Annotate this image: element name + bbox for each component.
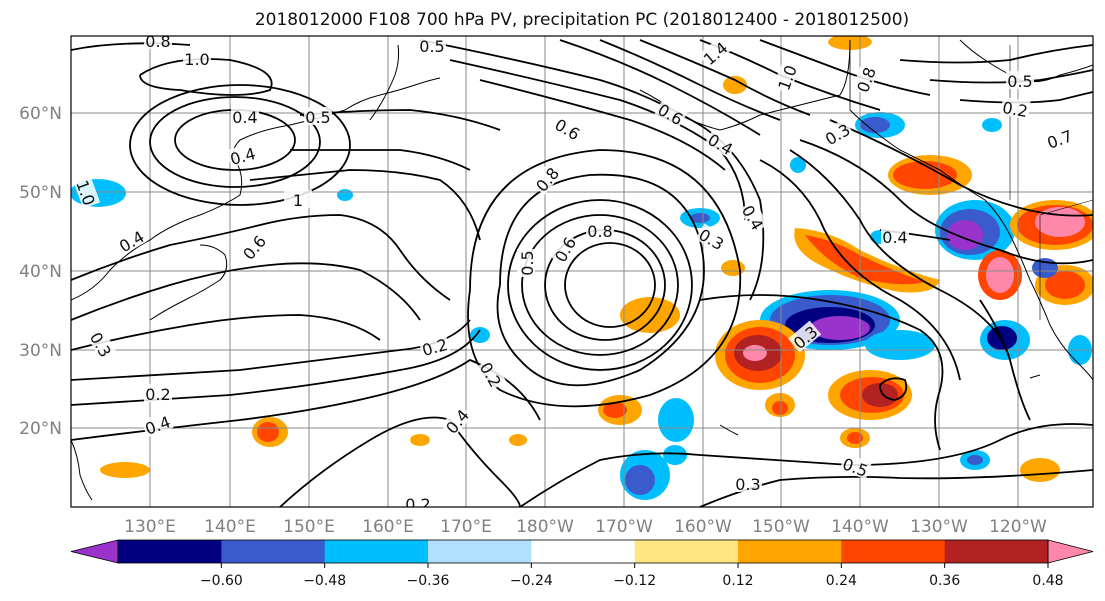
colorbar-tick-label: 0.12 [722,573,753,589]
colorbar-tick-label: 0.36 [929,573,960,589]
contour-label-bg [237,230,270,264]
contour-label-bg [418,36,446,54]
contour-label-bg [530,162,563,196]
colorbar-bin [944,540,1049,563]
contour-label: 0.8 [145,32,170,51]
contour-label-bg [881,227,909,245]
colorbar-bin [118,540,222,563]
contour-label-bg [549,232,580,266]
colorbar-bin [531,540,636,563]
colorbar-bin [221,540,326,563]
contour-label-bg [304,107,332,125]
contour-label-bg [231,107,259,125]
lon-label: 130°W [910,517,968,537]
contour-label-bg [734,474,762,492]
contour-label: 0.4 [232,108,257,127]
lon-label: 180°W [516,517,574,537]
contour-label: 0.5 [1007,72,1032,91]
contour-label-bg [114,225,148,256]
contour-label-bg [772,61,800,94]
contour-label: 0.3 [735,475,760,494]
contour-label-bg [517,249,535,277]
lat-label: 30°N [19,341,62,361]
contour-label-bg [695,223,729,254]
contour-label-bg [839,452,872,480]
colorbar-tick-label: 0.24 [826,573,857,589]
lon-label: 120°W [989,517,1047,537]
colorbar-bin [428,540,532,563]
contour-label-bg [788,320,822,353]
contour-label-bg [704,128,738,159]
lon-label: 140°E [204,517,256,537]
contour-label: 0.2 [1001,98,1029,121]
lat-label: 20°N [19,419,62,439]
lon-label: 150°W [752,517,810,537]
map-panel: 0.81.00.5 1.41.0 0.8 0.50.4 0.5 0.60.40.60.40… [70,32,1094,514]
contour-label-bg [1043,124,1076,152]
contour-label-bg [440,404,473,438]
map-title: 2018012000 F108 700 hPa PV, precipitatio… [255,10,909,30]
graticule [71,36,1093,507]
contour-label-bg [999,96,1031,120]
contour-label-bg [820,118,854,149]
contour-label-bg [551,113,585,144]
contour-label: 0.5 [419,37,444,56]
longitude-labels: 130°E 140°E 150°E 160°E 170°E 180°W 170°… [124,517,1047,537]
colorbar-extend-min [70,539,119,564]
colorbar-tick-label: −0.48 [303,573,346,589]
colorbar-tick-label: −0.12 [613,573,656,589]
colorbar: −0.60 −0.48 −0.36 −0.24 −0.12 0.12 0.24 0.36 0.4… [70,539,1094,589]
lon-label: 160°W [674,517,732,537]
contour-label-bg [144,36,172,49]
colorbar-bin [841,540,946,563]
lat-label: 50°N [19,183,62,203]
colorbar-bin [738,540,842,563]
contour-label: 0.5 [305,108,330,127]
contour-label-bg [654,98,688,129]
map-frame [70,35,1094,508]
contour-label: 0.8 [587,222,612,241]
latitude-labels: 60°N 50°N 40°N 30°N 20°N [19,104,62,439]
contour-label-bg [284,190,312,208]
contour-label-bg [404,494,432,507]
colorbar-tick-label: −0.60 [200,573,243,589]
precipitation-shading [71,36,1093,500]
contour-label-bg [851,63,879,96]
contour-label-bg [738,200,769,234]
lon-label: 150°E [283,517,335,537]
colorbar-bin [324,540,429,563]
pv-contours [71,39,1093,507]
lon-label: 170°E [440,517,492,537]
contour-label: 1 [293,191,303,210]
contour-label: 1.0 [184,50,209,69]
contour-label-bg [86,327,117,361]
contour-label: 0.4 [882,228,907,247]
lon-label: 170°W [595,517,653,537]
lat-label: 60°N [19,104,62,124]
colorbar-bin [634,540,739,563]
lon-label: 160°E [362,517,414,537]
contour-label: 0.2 [145,385,170,404]
contour-label-bg [586,221,614,239]
contour-label: 0.5 [518,250,537,275]
colorbar-frame [117,539,1049,564]
contour-label-bg [418,333,451,359]
colorbar-tick-label: −0.36 [407,573,450,589]
contour-label-bg [226,142,259,168]
contour-label: 0.2 [405,495,430,514]
lat-label: 40°N [19,262,62,282]
contour-label-bg [141,410,174,438]
lon-label: 130°E [124,517,176,537]
contour-label-bg [476,357,507,391]
contour-label-bg [73,176,101,209]
colorbar-tick-label: 0.48 [1032,573,1063,589]
lon-label: 140°W [831,517,889,537]
contour-label-bg [183,49,211,67]
contour-label-bg [1006,71,1034,89]
colorbar-extend-max [1047,539,1094,564]
colorbar-tick-label: −0.24 [510,573,553,589]
contour-label-bg [144,384,172,402]
contour-label-bg [698,36,732,69]
